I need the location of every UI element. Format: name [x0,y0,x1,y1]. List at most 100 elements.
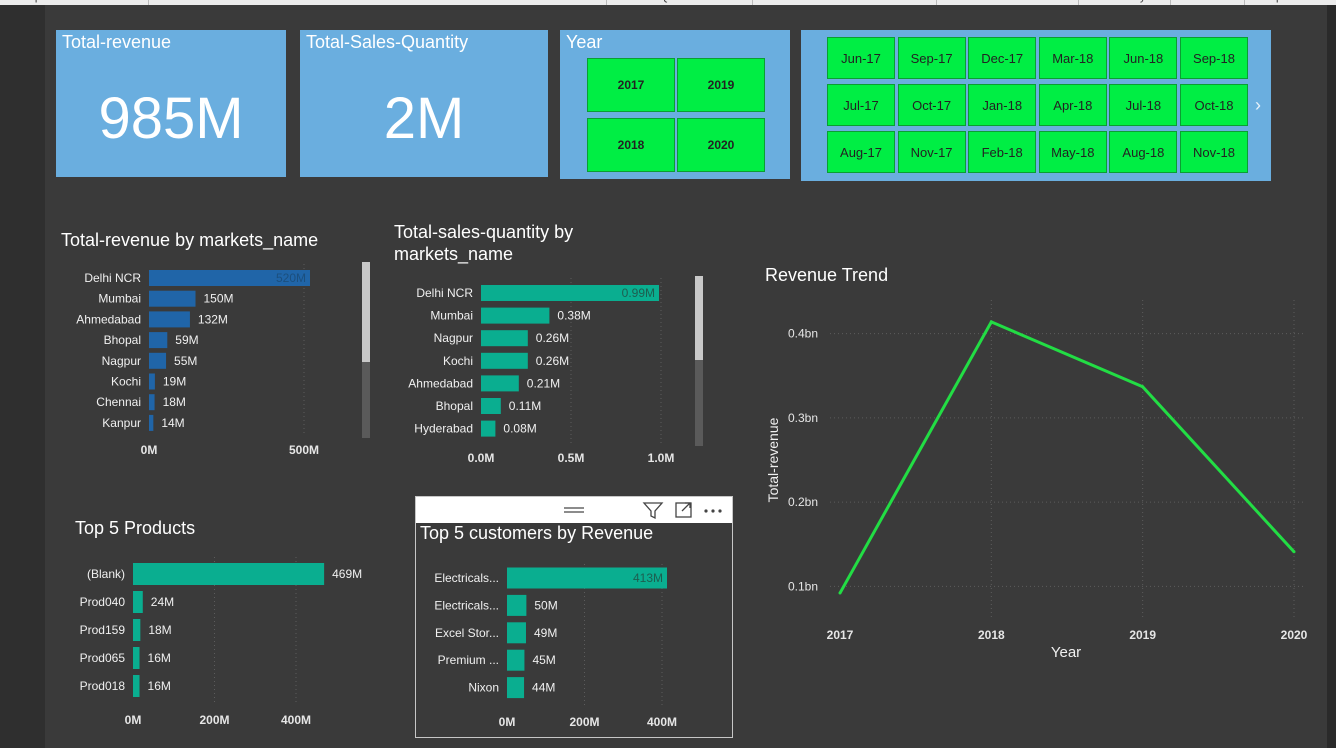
chart-scrollbar-thumb[interactable] [362,262,370,362]
ribbon-label[interactable]: Sensitivity [1096,0,1146,3]
month-option[interactable]: Dec-17 [968,37,1037,79]
bar [507,622,526,644]
month-option[interactable]: Aug-18 [1109,131,1178,173]
bar [481,352,528,369]
x-tick-label: 200M [199,713,229,727]
data-label: 16M [148,679,171,693]
data-label: 469M [332,567,362,581]
year-option-2017[interactable]: 2017 [587,58,675,112]
category-label: Bhopal [104,333,141,347]
bar [133,591,143,613]
month-option[interactable]: Nov-17 [897,131,966,173]
revenue-by-market-title: Total-revenue by markets_name [61,230,319,250]
category-label: Hyderabad [414,422,473,436]
data-label: 0.26M [536,354,569,368]
data-label: 0.11M [509,399,541,413]
card-value: 985M [98,86,244,151]
bar [481,285,659,301]
month-option[interactable]: Oct-18 [1180,84,1248,126]
left-panel [0,5,45,748]
month-option[interactable]: Sep-17 [897,37,966,79]
focus-mode-icon[interactable] [675,502,692,518]
revenue-by-market-chart: 0M 500M Delhi NCR 520M Mumbai 150M Ahmedabad 13… [76,264,319,457]
bar [149,311,190,328]
card-title: Total-Sales-Quantity [306,32,469,52]
trend-point [1141,385,1145,389]
drag-handle-icon[interactable] [564,507,584,513]
month-option[interactable]: Jun-17 [827,37,895,79]
data-label: 55M [174,354,197,368]
bar [149,414,154,431]
year-option-2020[interactable]: 2020 [677,118,765,172]
x-tick-label: 1.0M [648,451,675,465]
card-title: Total-revenue [62,32,172,52]
x-tick-label: 2017 [827,628,854,642]
category-label: Mumbai [430,309,473,323]
revenue-trend-title: Revenue Trend [765,265,889,285]
year-option-2019[interactable]: 2019 [677,58,765,112]
ribbon-label[interactable]: Queries [660,0,699,3]
bar [149,352,167,369]
x-tick-label: 2019 [1129,628,1156,642]
total-sales-quantity-card[interactable]: Total-Sales-Quantity 2M [300,30,548,177]
ribbon-strip: Clipboard Data Queries Insert Calculatio… [0,0,1336,5]
year-option-2018[interactable]: 2018 [587,118,675,172]
month-option[interactable]: Feb-18 [968,131,1037,173]
month-option[interactable]: Sep-18 [1180,37,1248,79]
category-label: Excel Stor... [435,626,499,640]
chart-scrollbar-thumb[interactable] [695,276,703,360]
x-tick-label: 400M [281,713,311,727]
data-label: 0.26M [536,331,569,345]
month-option[interactable]: Apr-18 [1038,84,1107,126]
category-label: Kanpur [102,416,141,430]
total-revenue-card[interactable]: Total-revenue 985M [56,30,286,177]
bar [507,567,667,589]
data-label: 49M [534,626,557,640]
data-label: 0.08M [503,422,536,436]
revenue-trend-chart: 0.1bn 0.2bn 0.3bn 0.4bn 2017 2018 2019 2020 Year… [765,300,1308,661]
month-option[interactable]: Mar-18 [1038,37,1107,79]
data-label: 18M [148,623,171,637]
y-tick-label: 0.3bn [788,411,818,425]
month-option[interactable]: Nov-18 [1180,131,1248,173]
month-option[interactable]: May-18 [1038,131,1107,173]
category-label: Kochi [443,354,473,368]
chart-scrollbar[interactable] [695,276,703,446]
month-option[interactable]: Oct-17 [897,84,966,126]
x-tick-label: 0.0M [468,451,495,465]
x-tick-label: 400M [647,715,677,729]
bar [149,373,155,390]
category-label: Nixon [468,681,499,695]
data-label: 45M [532,653,555,667]
data-label: 18M [163,395,186,409]
category-label: Mumbai [98,292,141,306]
bar [507,649,525,671]
month-option[interactable]: Jan-18 [968,84,1037,126]
data-label: 132M [198,312,228,326]
more-options-icon[interactable] [704,509,722,513]
slicer-title: Year [566,32,603,52]
month-option[interactable]: Aug-17 [827,131,895,173]
bar [481,375,519,392]
ribbon-label[interactable]: Insert [830,0,858,3]
month-option[interactable]: Jun-18 [1109,37,1178,79]
chevron-right-icon[interactable]: › [1255,95,1261,115]
month-option[interactable]: Jul-18 [1109,84,1178,126]
top-customers-title: Top 5 customers by Revenue [420,523,654,543]
y-tick-label: 0.4bn [788,327,818,341]
category-label: Premium ... [438,653,499,667]
month-option[interactable]: Jul-17 [827,84,895,126]
ribbon-label[interactable]: Clipboard [22,0,69,3]
x-axis-title: Year [1051,644,1081,661]
filter-icon[interactable] [642,502,664,520]
bar [507,594,527,616]
top-customers-chart: 0M 200M 400M Electricals... 413M Electricals.… [434,564,677,729]
ribbon-label[interactable]: Share [1192,0,1221,3]
ribbon-label[interactable]: Data [368,0,391,3]
top-customers-visual[interactable] [415,496,733,738]
category-label: Prod159 [80,623,126,637]
ribbon-label[interactable]: Calculations [962,0,1022,3]
ribbon-label[interactable]: Copilot [1262,0,1296,3]
category-label: Ahmedabad [408,376,473,390]
right-panel [1327,5,1336,748]
